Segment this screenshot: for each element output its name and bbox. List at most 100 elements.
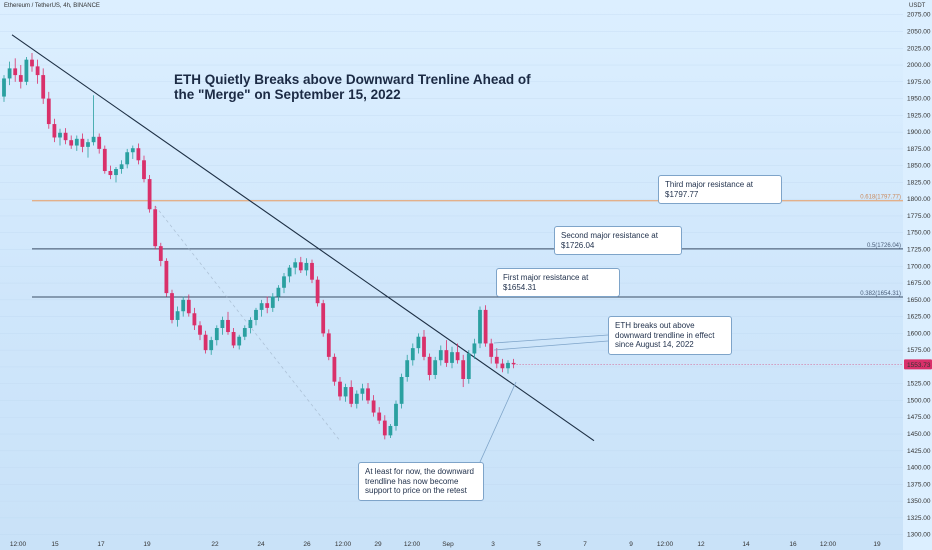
candle-body xyxy=(500,363,505,369)
candle-body xyxy=(2,78,6,97)
candle-body xyxy=(102,148,107,172)
level-label: 0.382(1654.31) xyxy=(860,291,901,297)
candle-body xyxy=(422,336,426,357)
x-tick-label: 12:00 xyxy=(335,541,352,548)
candle-body xyxy=(377,412,382,421)
candle-body xyxy=(52,124,57,138)
y-tick-label: 2050.00 xyxy=(907,28,931,35)
y-tick-label: 1850.00 xyxy=(907,163,931,170)
x-tick-label: 17 xyxy=(97,541,105,548)
candle-body xyxy=(63,132,68,141)
candle-body xyxy=(450,352,454,363)
candle-body xyxy=(399,376,404,404)
candle-body xyxy=(220,319,225,329)
last-price-text: 1553.73 xyxy=(907,362,931,369)
candle-body xyxy=(119,164,124,170)
candle-body xyxy=(125,152,130,165)
candle-body xyxy=(254,309,258,320)
candle-body xyxy=(175,311,180,320)
candle-body xyxy=(489,343,494,357)
candle-body xyxy=(13,68,18,76)
y-tick-label: 1475.00 xyxy=(907,414,931,421)
candle-body xyxy=(349,387,354,404)
candle-body xyxy=(24,59,29,82)
candle-body xyxy=(198,325,202,335)
candle-body xyxy=(30,59,34,67)
y-tick-label: 2025.00 xyxy=(907,45,931,52)
currency-label: USDT xyxy=(909,3,926,9)
projection-line xyxy=(154,205,341,441)
candle-body xyxy=(270,296,275,308)
candle-body xyxy=(158,246,163,261)
x-tick-label: 14 xyxy=(742,541,750,548)
candle-body xyxy=(86,142,90,147)
x-tick-label: 19 xyxy=(873,541,881,548)
candle-body xyxy=(170,293,174,320)
x-tick-label: 12:00 xyxy=(820,541,837,548)
y-tick-label: 1875.00 xyxy=(907,146,931,153)
candle-body xyxy=(35,66,40,76)
y-tick-label: 1650.00 xyxy=(907,297,931,304)
x-tick-label: 16 xyxy=(789,541,797,548)
y-tick-label: 1625.00 xyxy=(907,314,931,321)
candle-body xyxy=(41,75,46,99)
x-tick-label: 24 xyxy=(257,541,265,548)
callout-support: At least for now, the downward trendline… xyxy=(358,462,484,501)
candle-body xyxy=(433,360,438,375)
y-tick-label: 1500.00 xyxy=(907,397,931,404)
candle-body xyxy=(248,319,253,329)
candle-body xyxy=(231,332,236,346)
x-tick-label: 26 xyxy=(303,541,311,548)
candle-body xyxy=(444,350,449,363)
y-tick-label: 1325.00 xyxy=(907,515,931,522)
candle-body xyxy=(147,179,152,210)
callout-second-resistance: Second major resistance at $1726.04 xyxy=(554,226,682,255)
candle-body xyxy=(46,98,51,125)
x-tick-label: 7 xyxy=(583,541,587,548)
candle-body xyxy=(315,279,320,304)
candle-body xyxy=(293,262,298,268)
candle-body xyxy=(321,303,326,334)
candle-body xyxy=(164,260,169,294)
y-tick-label: 1425.00 xyxy=(907,448,931,455)
candle-body xyxy=(226,319,230,333)
y-tick-label: 1375.00 xyxy=(907,481,931,488)
candle-body xyxy=(388,425,393,436)
chart-title: ETH Quietly Breaks above Downward Trenli… xyxy=(174,72,531,102)
price-axis-bg xyxy=(903,0,932,550)
candle-body xyxy=(310,262,314,280)
x-tick-label: 22 xyxy=(211,541,219,548)
candle-body xyxy=(416,336,421,349)
candle-body xyxy=(466,353,471,379)
y-tick-label: 1600.00 xyxy=(907,330,931,337)
candle-body xyxy=(410,348,415,361)
candle-body xyxy=(483,309,488,344)
level-label: 0.5(1726.04) xyxy=(867,243,901,249)
candle-body xyxy=(58,132,62,138)
y-tick-label: 1350.00 xyxy=(907,498,931,505)
y-tick-label: 1450.00 xyxy=(907,431,931,438)
x-tick-label: 5 xyxy=(537,541,541,548)
y-tick-label: 1525.00 xyxy=(907,381,931,388)
callout-pointer xyxy=(493,334,609,344)
candle-body xyxy=(74,138,79,146)
y-tick-label: 1700.00 xyxy=(907,263,931,270)
candle-body xyxy=(237,336,242,346)
candle-body xyxy=(114,169,118,176)
x-tick-label: 12:00 xyxy=(10,541,27,548)
candle-body xyxy=(153,209,158,247)
x-tick-label: 3 xyxy=(491,541,495,548)
candle-body xyxy=(455,352,460,361)
candle-body xyxy=(343,387,348,397)
y-tick-label: 1825.00 xyxy=(907,179,931,186)
candle-body xyxy=(203,334,208,351)
last-price-tag xyxy=(904,359,932,370)
candle-body xyxy=(366,388,370,401)
y-tick-label: 1900.00 xyxy=(907,129,931,136)
candle-body xyxy=(506,362,510,369)
y-tick-label: 1775.00 xyxy=(907,213,931,220)
level-label: 0.618(1797.77) xyxy=(860,195,901,201)
candle-body xyxy=(192,313,197,326)
symbol-header[interactable]: Ethereum / TetherUS, 4h, BINANCE xyxy=(4,3,100,9)
